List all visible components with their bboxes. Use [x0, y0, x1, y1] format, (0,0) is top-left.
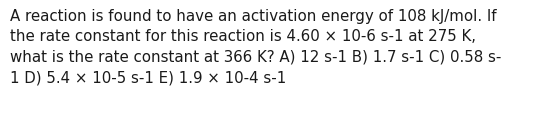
- Text: A reaction is found to have an activation energy of 108 kJ/mol. If
the rate cons: A reaction is found to have an activatio…: [10, 9, 502, 85]
